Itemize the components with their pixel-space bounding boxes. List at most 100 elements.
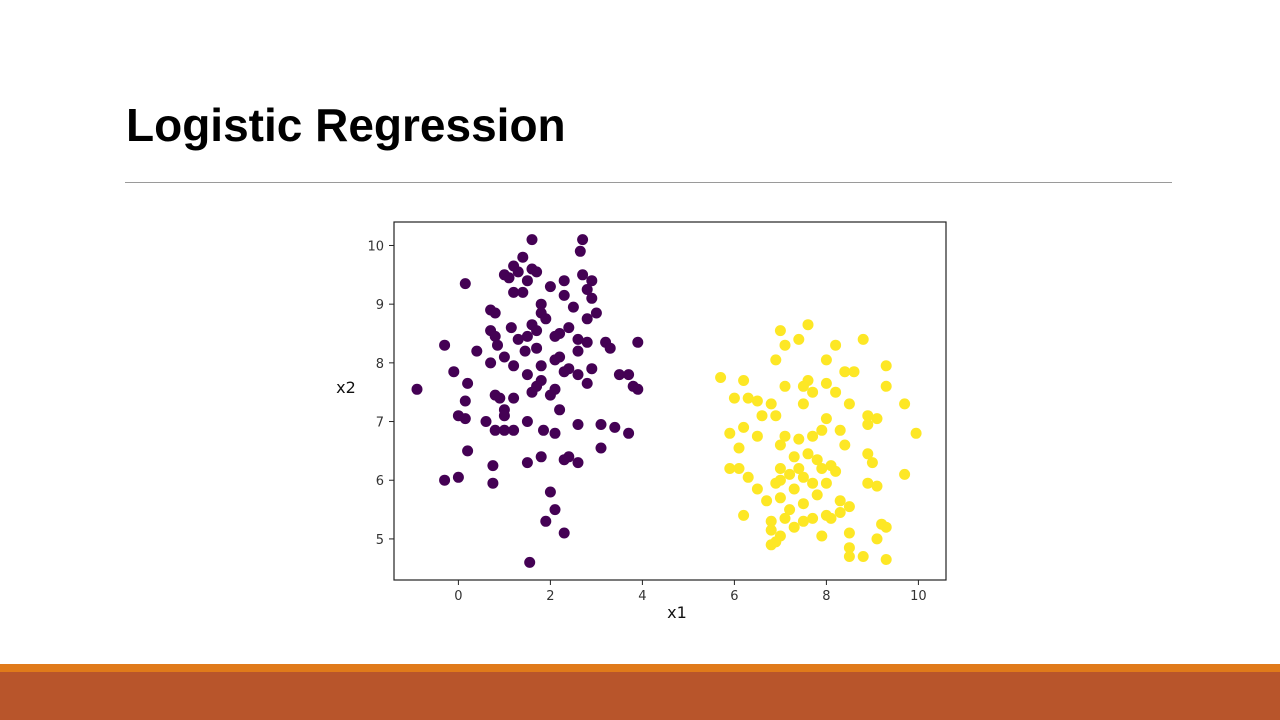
data-point-class-1: [784, 504, 796, 516]
data-point-class-1: [807, 512, 819, 524]
data-point-class-1: [738, 421, 750, 433]
data-point-class-1: [807, 430, 819, 442]
data-point-class-1: [834, 507, 846, 518]
data-point-class-0: [544, 389, 556, 401]
data-point-class-1: [751, 483, 763, 495]
y-tick-label: 10: [367, 239, 384, 254]
data-point-class-1: [779, 380, 791, 392]
data-point-class-1: [862, 410, 874, 422]
data-point-class-0: [581, 377, 593, 389]
data-point-class-0: [498, 424, 510, 436]
data-point-class-0: [459, 413, 471, 425]
data-point-class-0: [489, 330, 501, 342]
data-point-class-1: [802, 319, 814, 331]
data-point-class-1: [811, 454, 823, 466]
x-tick-label: 8: [822, 589, 830, 604]
data-point-class-1: [761, 495, 773, 507]
x-axis-ticks: 0 2 4 6 8 10: [454, 580, 927, 604]
data-point-class-0: [549, 504, 561, 516]
data-point-class-0: [462, 445, 474, 457]
data-point-class-0: [572, 345, 584, 357]
data-point-class-1: [738, 375, 750, 386]
data-point-class-1: [880, 380, 892, 392]
data-point-class-1: [816, 463, 828, 474]
data-point-class-0: [498, 410, 510, 422]
title-divider: [125, 182, 1172, 183]
data-point-class-0: [531, 342, 543, 354]
data-point-class-1: [830, 339, 842, 351]
x-tick-label: 4: [638, 589, 646, 604]
data-point-class-1: [797, 498, 809, 510]
data-point-class-1: [774, 439, 786, 451]
data-point-class-1: [756, 410, 768, 422]
data-point-class-1: [797, 515, 809, 527]
data-point-class-1: [910, 427, 922, 439]
data-point-class-1: [797, 398, 809, 410]
data-point-class-1: [733, 463, 745, 474]
y-tick-label: 8: [376, 357, 384, 372]
data-point-class-0: [572, 419, 584, 430]
data-point-class-1: [770, 536, 782, 548]
data-point-class-1: [862, 419, 874, 430]
data-point-class-1: [862, 448, 874, 460]
data-point-class-0: [535, 360, 547, 372]
data-point-class-1: [816, 530, 828, 542]
data-point-class-1: [724, 427, 736, 439]
data-point-class-0: [526, 386, 538, 398]
data-point-class-1: [765, 515, 777, 527]
data-point-class-0: [535, 298, 547, 310]
data-point-class-1: [816, 424, 828, 436]
data-point-class-0: [572, 457, 584, 469]
data-point-class-0: [519, 345, 531, 357]
data-point-class-1: [857, 333, 869, 345]
data-point-class-0: [517, 251, 529, 263]
data-point-class-1: [715, 372, 727, 383]
data-point-class-0: [517, 286, 529, 298]
data-point-class-0: [540, 515, 552, 527]
data-point-class-1: [834, 495, 846, 507]
data-point-class-1: [797, 380, 809, 392]
data-point-class-1: [843, 551, 855, 562]
data-point-class-1: [811, 489, 823, 501]
data-point-class-1: [820, 477, 832, 489]
data-point-class-1: [779, 512, 791, 524]
data-point-class-1: [843, 501, 855, 513]
data-point-class-1: [728, 392, 740, 404]
data-point-class-1: [797, 471, 809, 483]
data-point-class-0: [623, 369, 635, 381]
data-point-class-0: [586, 275, 598, 287]
data-point-class-1: [742, 392, 754, 404]
data-point-class-1: [793, 463, 805, 474]
y-tick-label: 5: [376, 533, 384, 548]
data-point-class-1: [866, 457, 878, 469]
data-point-class-0: [538, 424, 549, 436]
data-point-class-1: [880, 554, 892, 565]
slide-title: Logistic Regression: [126, 99, 566, 151]
data-point-class-1: [848, 366, 860, 378]
data-point-class-0: [487, 477, 499, 489]
data-point-class-0: [471, 345, 483, 357]
data-point-class-0: [540, 313, 552, 325]
data-point-class-1: [857, 551, 869, 562]
data-point-class-0: [487, 460, 499, 472]
data-point-class-0: [480, 416, 492, 427]
data-point-class-1: [820, 377, 832, 389]
data-point-class-0: [581, 336, 593, 348]
data-point-class-0: [595, 419, 607, 430]
data-point-class-1: [765, 524, 777, 536]
data-point-class-1: [733, 442, 745, 454]
data-point-class-0: [505, 322, 517, 334]
data-point-class-0: [439, 474, 451, 486]
data-point-class-0: [613, 369, 625, 381]
data-point-class-1: [899, 398, 911, 410]
data-point-class-0: [558, 275, 570, 287]
data-point-class-0: [558, 454, 570, 466]
data-point-class-0: [572, 333, 584, 345]
data-point-class-1: [807, 386, 819, 398]
data-point-class-1: [770, 354, 782, 366]
x-tick-label: 0: [454, 589, 462, 604]
data-point-class-0: [512, 266, 524, 278]
data-point-class-0: [508, 392, 520, 404]
data-point-class-0: [508, 286, 520, 298]
data-point-class-1: [880, 360, 892, 372]
